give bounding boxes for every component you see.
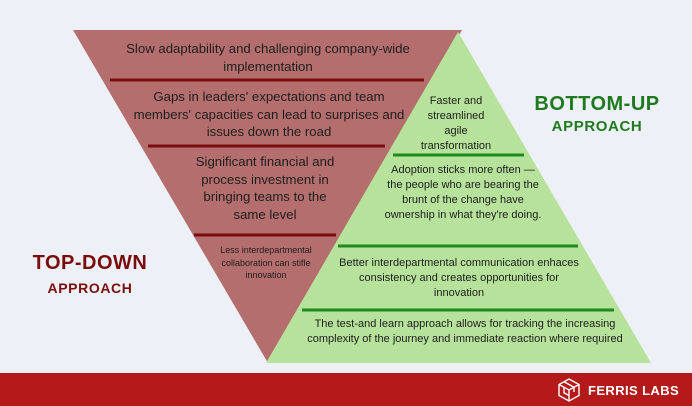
top-down-triangle <box>73 30 462 363</box>
bottom-up-heading: BOTTOM-UP <box>534 93 660 115</box>
top-down-item-1: Slow adaptability and challenging compan… <box>126 41 410 74</box>
top-down-heading: TOP-DOWN <box>32 252 148 274</box>
footer-bar <box>0 373 692 406</box>
bottom-up-item-1: Faster and streamlined agile transformat… <box>420 95 492 152</box>
brand-logo: FERRIS LABS <box>556 376 692 404</box>
top-down-item-2: Gaps in leaders' expectations and team m… <box>133 89 405 139</box>
top-down-subheading: APPROACH <box>47 280 133 296</box>
cube-logo-icon <box>558 378 580 402</box>
top-down-item-4: Less interdepartmental collaboration can… <box>220 245 312 280</box>
bottom-up-triangle <box>266 32 651 363</box>
bottom-up-item-2: Adoption sticks more often — the people … <box>384 164 542 221</box>
brand-name: FERRIS LABS <box>588 382 680 398</box>
top-down-item-3: Significant financial and process invest… <box>195 154 335 222</box>
bottom-up-subheading: APPROACH <box>551 118 643 135</box>
bottom-up-item-4: The test-and learn approach allows for t… <box>307 318 623 345</box>
bottom-up-item-3: Better interdepartmental communication e… <box>339 257 579 299</box>
